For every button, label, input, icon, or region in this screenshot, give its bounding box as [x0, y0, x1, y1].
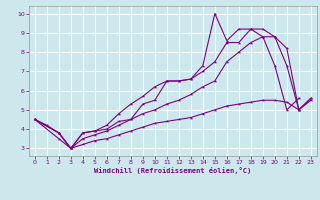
X-axis label: Windchill (Refroidissement éolien,°C): Windchill (Refroidissement éolien,°C) — [94, 167, 252, 174]
